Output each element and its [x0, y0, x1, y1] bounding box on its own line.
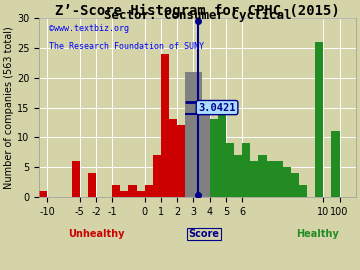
Bar: [185, 72, 193, 197]
Text: 3.0421: 3.0421: [198, 103, 236, 113]
Bar: [72, 161, 80, 197]
Bar: [202, 113, 210, 197]
Bar: [145, 185, 153, 197]
Bar: [120, 191, 129, 197]
Bar: [129, 185, 136, 197]
Bar: [275, 161, 283, 197]
Bar: [177, 126, 185, 197]
Bar: [218, 113, 226, 197]
Bar: [266, 161, 275, 197]
Bar: [258, 155, 266, 197]
Bar: [112, 185, 120, 197]
Bar: [299, 185, 307, 197]
Bar: [283, 167, 291, 197]
Text: ©www.textbiz.org: ©www.textbiz.org: [49, 24, 129, 33]
Bar: [226, 143, 234, 197]
Bar: [39, 191, 47, 197]
Bar: [193, 72, 202, 197]
Text: Unhealthy: Unhealthy: [68, 229, 125, 239]
Bar: [315, 42, 323, 197]
Bar: [153, 155, 161, 197]
Bar: [136, 191, 145, 197]
Text: Healthy: Healthy: [296, 229, 339, 239]
Bar: [332, 131, 339, 197]
Bar: [161, 54, 169, 197]
Bar: [88, 173, 96, 197]
Title: Z’-Score Histogram for CPHC (2015): Z’-Score Histogram for CPHC (2015): [55, 4, 340, 18]
Bar: [234, 155, 242, 197]
Bar: [242, 143, 250, 197]
Bar: [250, 161, 258, 197]
Text: The Research Foundation of SUNY: The Research Foundation of SUNY: [49, 42, 204, 50]
Bar: [169, 119, 177, 197]
Y-axis label: Number of companies (563 total): Number of companies (563 total): [4, 26, 14, 189]
Text: Score: Score: [188, 229, 219, 239]
Bar: [291, 173, 299, 197]
Bar: [210, 119, 218, 197]
Text: Sector: Consumer Cyclical: Sector: Consumer Cyclical: [104, 9, 292, 22]
